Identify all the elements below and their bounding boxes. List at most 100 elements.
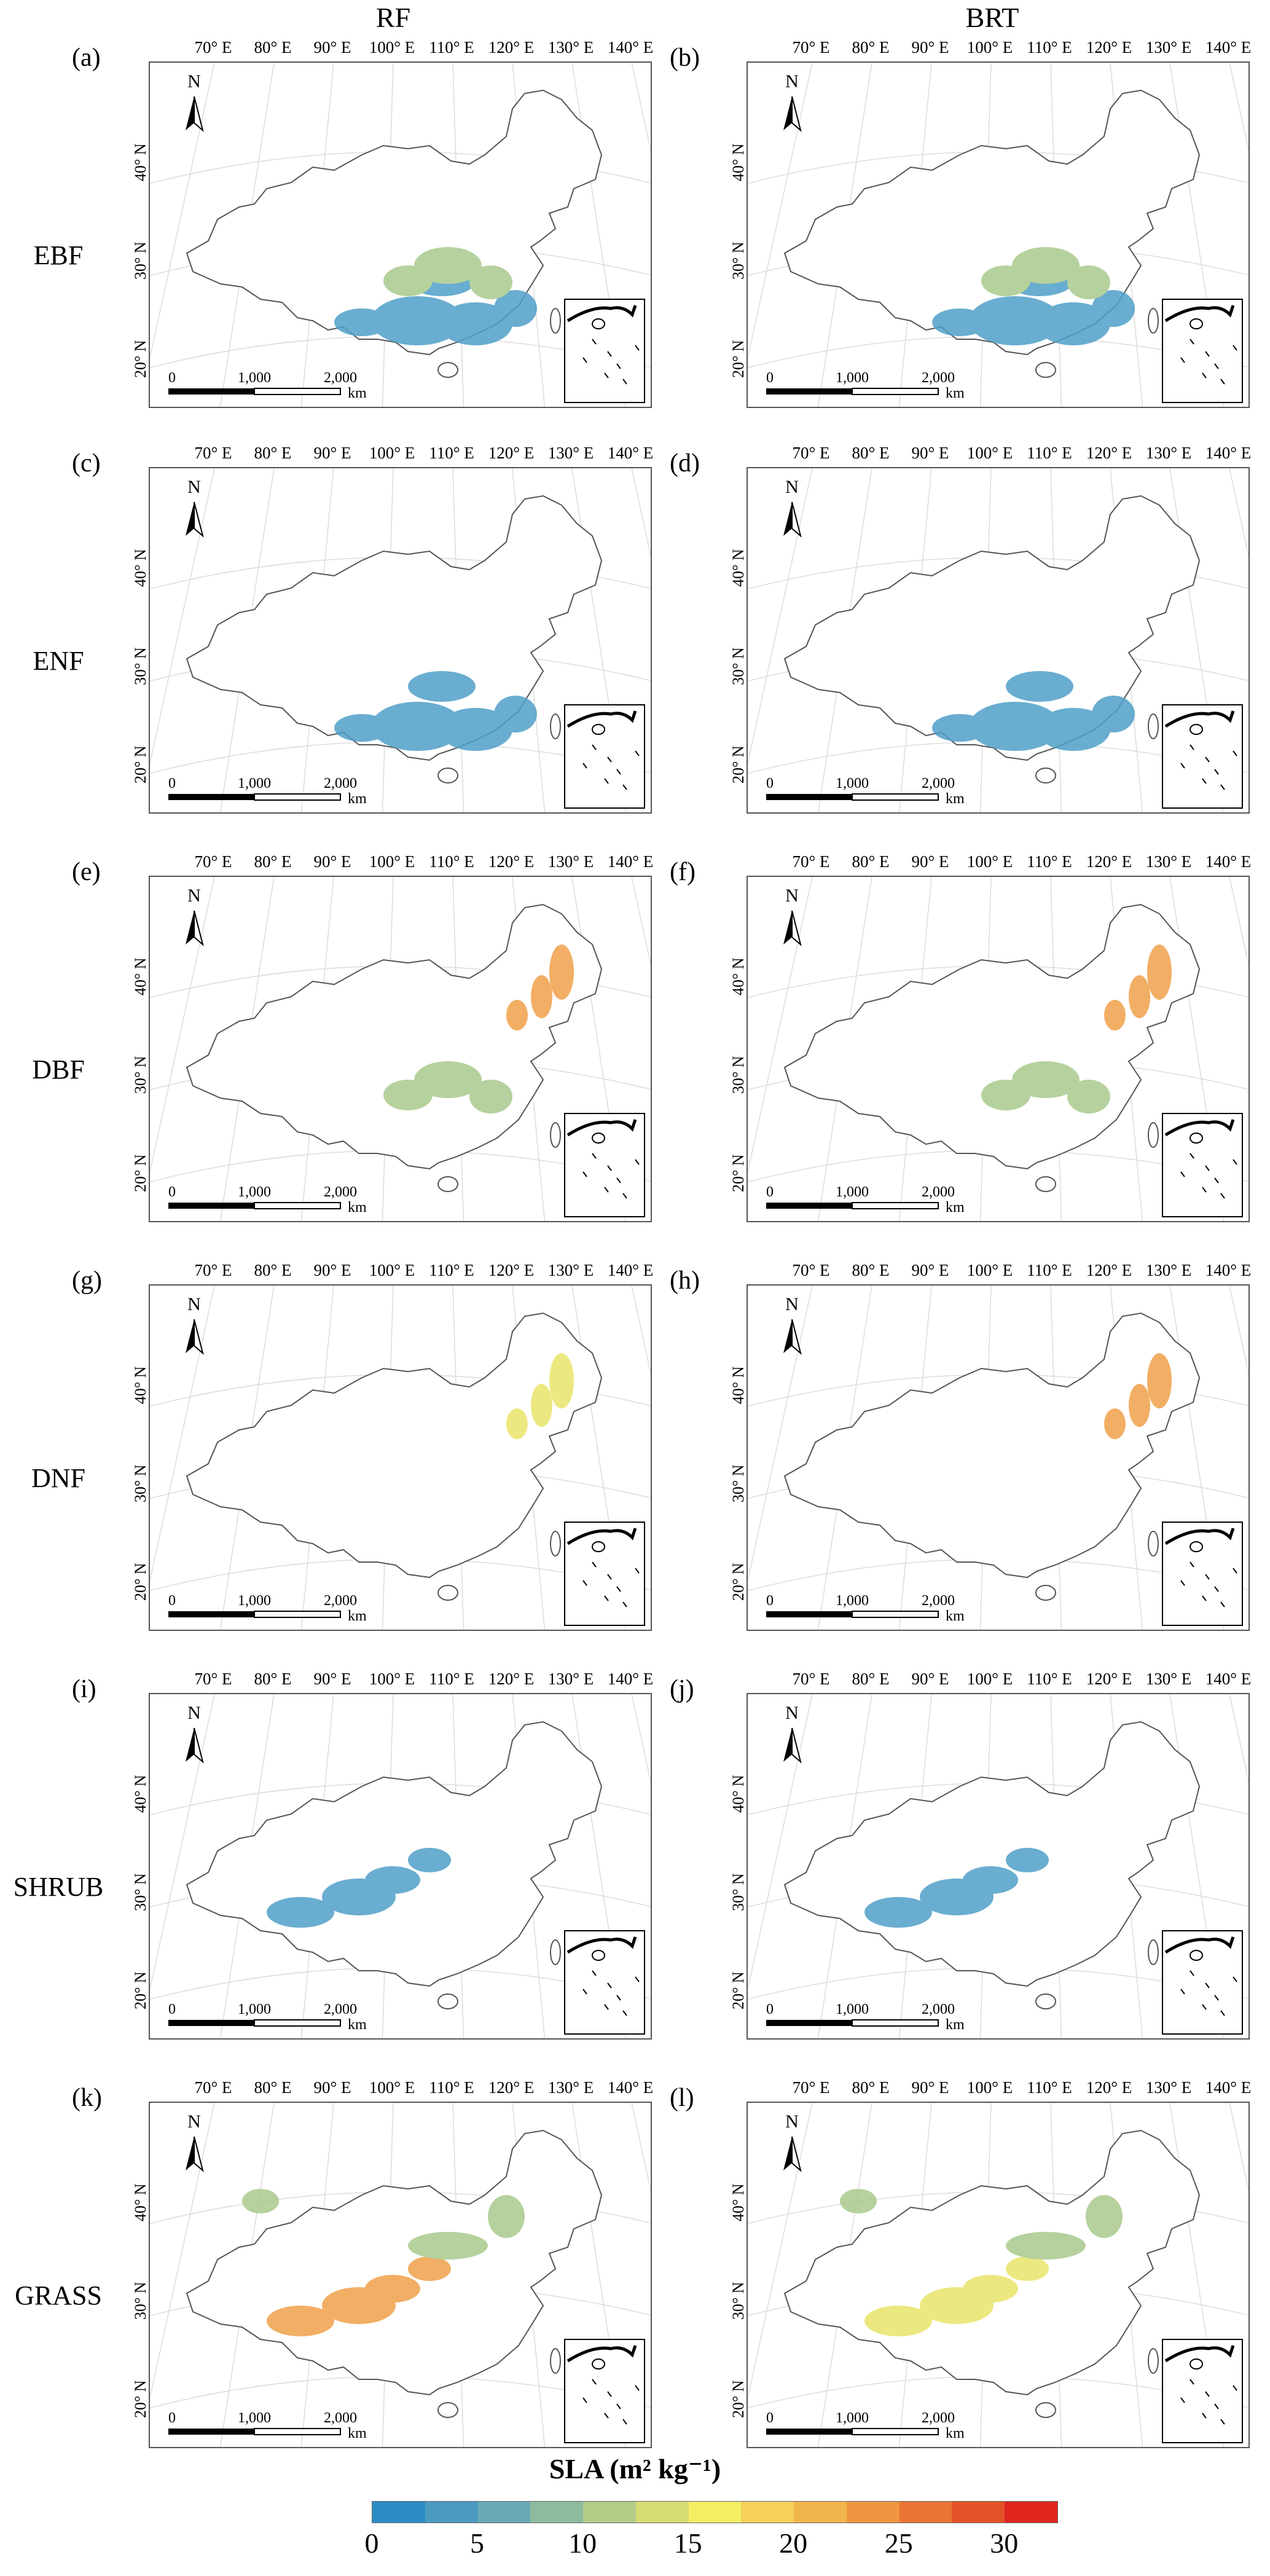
sla-patch xyxy=(531,1384,552,1427)
map-panel-shrub-brt: N 0 1,000 2,000 km xyxy=(747,1693,1250,2040)
sla-patch xyxy=(365,2275,420,2303)
map-panel-dbf-brt: N 0 1,000 2,000 km xyxy=(747,876,1250,1222)
longitude-label: 100° E xyxy=(369,38,415,57)
taiwan-outline xyxy=(550,1531,561,1557)
north-arrow-icon: N xyxy=(186,1703,204,1764)
scale-bar-label: 2,000 xyxy=(922,2001,955,2017)
longitude-label: 120° E xyxy=(488,444,535,462)
longitude-label: 90° E xyxy=(911,1261,949,1279)
longitude-label: 130° E xyxy=(1145,444,1192,462)
scale-bar-label: 1,000 xyxy=(836,1184,869,1200)
longitude-label: 90° E xyxy=(313,852,351,871)
longitude-labels: 70° E 80° E 90° E 100° E 110° E 120° E 130° E 1… xyxy=(149,2078,653,2100)
taiwan-outline xyxy=(550,308,561,334)
north-arrow-icon: N xyxy=(186,886,204,946)
legend-title: SLA (m² kg⁻¹) xyxy=(549,2453,721,2484)
sla-patch xyxy=(506,1408,528,1439)
panel-letter: (f) xyxy=(670,858,696,886)
south-china-sea-inset xyxy=(564,299,645,403)
longitude-label: 70° E xyxy=(792,852,830,871)
legend-color-swatch xyxy=(425,2502,478,2523)
scale-bar-label: 2,000 xyxy=(324,370,357,386)
taiwan-outline xyxy=(1148,713,1159,739)
scale-bar-unit: km xyxy=(946,2017,965,2033)
longitude-label: 80° E xyxy=(254,1261,292,1279)
longitude-label: 90° E xyxy=(911,852,949,871)
latitude-label: 30° N xyxy=(131,1056,149,1094)
longitude-label: 80° E xyxy=(254,444,292,462)
longitude-label: 90° E xyxy=(911,38,949,57)
hainan-outline xyxy=(437,362,458,378)
hainan-outline xyxy=(1035,2402,1056,2418)
scale-bar-label: 2,000 xyxy=(922,370,955,386)
legend-color-swatch xyxy=(899,2502,952,2523)
longitude-label: 110° E xyxy=(429,1261,474,1279)
latitude-label: 30° N xyxy=(131,647,149,685)
longitude-label: 110° E xyxy=(1027,852,1072,871)
legend-tick-label: 10 xyxy=(568,2527,597,2559)
sla-patch xyxy=(408,2256,451,2281)
longitude-label: 110° E xyxy=(429,444,474,462)
sla-patch xyxy=(371,296,463,345)
scale-bar-unit: km xyxy=(946,2425,965,2441)
longitude-label: 70° E xyxy=(194,1670,232,1688)
china-outline xyxy=(186,1721,603,1987)
north-arrow-icon: N xyxy=(186,477,204,538)
north-arrow-icon: N xyxy=(783,886,802,946)
latitude-label: 30° N xyxy=(131,242,149,280)
map-panel-grass-rf: N 0 1,000 2,000 km xyxy=(149,2102,652,2448)
sla-patch xyxy=(1037,708,1110,751)
latitude-label: 20° N xyxy=(131,1971,149,2009)
scale-bar-label: 1,000 xyxy=(238,1184,271,1200)
longitude-label: 110° E xyxy=(429,1670,474,1688)
north-arrow-icon: N xyxy=(783,477,802,538)
sla-raster xyxy=(334,247,537,345)
south-china-sea-inset xyxy=(564,2339,645,2443)
map-panel-grass-brt: N 0 1,000 2,000 km xyxy=(747,2102,1250,2448)
sla-raster xyxy=(864,1848,1049,1928)
row-label-shrub: SHRUB xyxy=(13,1872,104,1902)
longitude-label: 140° E xyxy=(1205,852,1252,871)
sla-patch xyxy=(963,2275,1018,2303)
taiwan-outline xyxy=(1148,2348,1159,2374)
sla-patch xyxy=(981,1080,1030,1110)
longitude-label: 100° E xyxy=(369,444,415,462)
scale-bar-label: 0 xyxy=(168,776,176,791)
scale-bar-label: 0 xyxy=(766,2001,774,2017)
sla-patch xyxy=(383,265,433,296)
latitude-label: 40° N xyxy=(131,957,149,995)
row-label-grass: GRASS xyxy=(15,2280,102,2311)
longitude-label: 140° E xyxy=(1205,1670,1252,1688)
latitude-label: 30° N xyxy=(729,242,747,280)
sla-patch xyxy=(469,1080,512,1113)
legend-tick-label: 25 xyxy=(884,2527,913,2559)
hainan-outline xyxy=(437,768,458,783)
sla-patch xyxy=(408,2232,488,2260)
scale-bar-label: 0 xyxy=(168,2001,176,2017)
scale-bar-label: 1,000 xyxy=(836,370,869,386)
longitude-labels: 70° E 80° E 90° E 100° E 110° E 120° E 130° E 1… xyxy=(747,38,1251,60)
map-panel-dnf-brt: N 0 1,000 2,000 km xyxy=(747,1284,1250,1631)
scale-bar-label: 1,000 xyxy=(238,1593,271,1609)
longitude-labels: 70° E 80° E 90° E 100° E 110° E 120° E 130° E 1… xyxy=(747,1670,1251,1692)
longitude-label: 130° E xyxy=(1145,38,1192,57)
longitude-label: 80° E xyxy=(852,852,890,871)
longitude-label: 90° E xyxy=(313,1261,351,1279)
scale-bar-label: 1,000 xyxy=(238,2001,271,2017)
longitude-labels: 70° E 80° E 90° E 100° E 110° E 120° E 130° E 1… xyxy=(747,444,1251,466)
latitude-label: 40° N xyxy=(131,549,149,587)
longitude-label: 80° E xyxy=(852,38,890,57)
scale-bar-unit: km xyxy=(348,1608,367,1624)
latitude-label: 20° N xyxy=(729,2380,747,2418)
sla-patch xyxy=(549,944,574,1000)
panel-letter: (g) xyxy=(72,1266,102,1295)
map-panel-enf-rf: N 0 1,000 2,000 km xyxy=(149,467,652,814)
legend-color-swatch xyxy=(530,2502,584,2523)
scale-bar-unit: km xyxy=(348,2017,367,2033)
longitude-label: 120° E xyxy=(488,852,535,871)
sla-patch xyxy=(1067,265,1110,299)
